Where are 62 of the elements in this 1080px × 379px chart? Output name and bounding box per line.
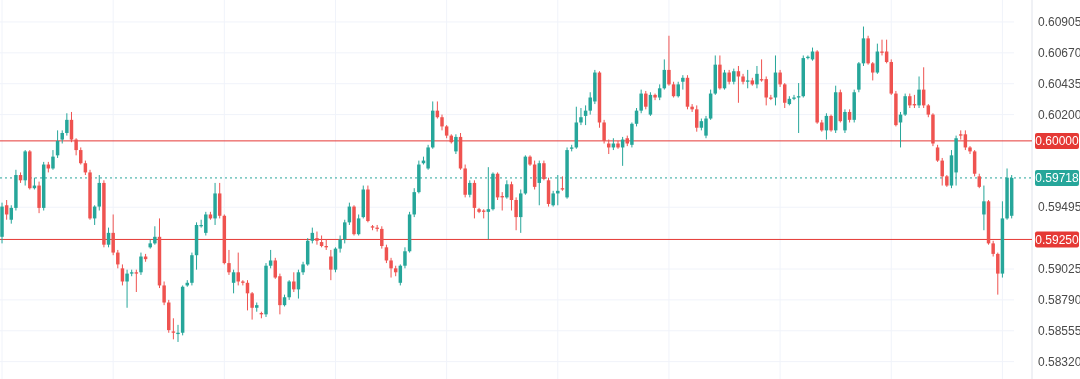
y-tick-label: 0.60670 [1038, 46, 1080, 61]
candlestick [982, 185, 986, 231]
candlestick [704, 115, 708, 139]
candlestick [630, 121, 634, 148]
candlestick [171, 317, 176, 340]
candlestick [755, 65, 759, 89]
candlestick [111, 213, 115, 256]
candlestick [162, 280, 166, 306]
candlestick [745, 69, 750, 89]
candlestick [639, 89, 643, 114]
candlestick [287, 279, 291, 301]
candlestick [764, 75, 768, 106]
y-tick-label: 0.58320 [1038, 354, 1080, 369]
candlestick [315, 231, 319, 246]
candlestick [917, 75, 921, 109]
candlestick [134, 269, 139, 293]
candlestick [667, 35, 671, 87]
candlestick [116, 249, 120, 269]
candlestick [241, 279, 245, 286]
candlestick [139, 252, 143, 276]
candlestick [227, 249, 231, 276]
ref-line-label: 0.59250 [1035, 232, 1080, 247]
candlestick [403, 246, 407, 269]
candlestick [843, 108, 847, 134]
candlestick [644, 90, 648, 110]
y-tick-label: 0.59495 [1038, 200, 1080, 215]
candlestick [292, 271, 296, 293]
y-tick-label: 0.60905 [1038, 15, 1080, 30]
candlestick [329, 249, 333, 281]
y-tick-label: 0.58555 [1038, 323, 1080, 338]
candlestick [51, 149, 55, 171]
ref-line-label: 0.60000 [1035, 134, 1080, 149]
y-tick-label: 0.59025 [1038, 262, 1080, 277]
candlestick [996, 252, 1000, 296]
candlestick [37, 181, 41, 214]
candlestick [250, 291, 254, 321]
y-tick-label: 0.60435 [1038, 76, 1080, 91]
candlestick [968, 145, 972, 155]
candlestick [426, 144, 430, 171]
y-tick-label: 0.58790 [1038, 293, 1080, 308]
candlestick [153, 225, 157, 246]
candlestick [542, 160, 546, 181]
ref-line-label: 0.59718 [1035, 171, 1080, 186]
candlestick [602, 119, 606, 144]
candlestick [796, 82, 801, 134]
y-tick-label: 0.60200 [1038, 107, 1080, 122]
candlestick [903, 93, 907, 117]
candlestick [871, 61, 875, 81]
candlestick [389, 257, 393, 279]
candlestick [268, 249, 273, 269]
candlestick [514, 196, 518, 231]
candlestick [338, 235, 342, 254]
candlestick [560, 175, 565, 192]
candlestick [380, 225, 384, 250]
candlestick [454, 133, 458, 155]
candlestick [65, 112, 69, 137]
candlestick [236, 252, 240, 286]
candlestick [412, 187, 416, 218]
candlestick [579, 107, 583, 126]
candlestick [940, 157, 944, 187]
candlestick [718, 54, 722, 91]
candlestick [125, 269, 129, 309]
